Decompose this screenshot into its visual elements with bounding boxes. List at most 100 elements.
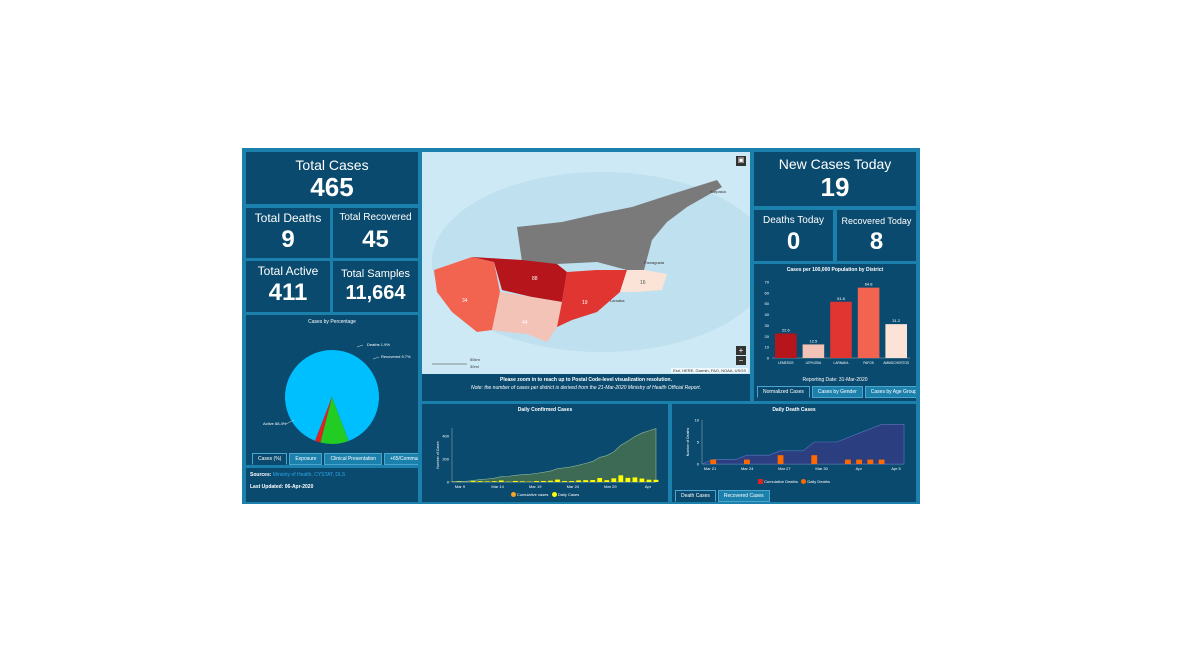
- district-label-2: 34: [462, 298, 468, 304]
- tab-exposure[interactable]: Exposure: [289, 453, 323, 465]
- total-cases-panel: Total Cases 465: [246, 152, 418, 204]
- pie-slice-1[interactable]: [316, 397, 361, 451]
- bar-ytick-1: 10: [765, 345, 770, 350]
- pie-slice-0[interactable]: [272, 337, 392, 455]
- death-daily-bar-1: [710, 459, 717, 464]
- tab-normalized-cases[interactable]: Normalized Cases: [757, 386, 810, 398]
- zoom-in-button[interactable]: +: [736, 346, 746, 355]
- bar-1[interactable]: [802, 344, 825, 358]
- place-famagusta: Famagusta: [644, 260, 665, 265]
- death-xtick-4: Apr: [856, 466, 863, 471]
- death-ytick-2: 10: [695, 418, 700, 423]
- confirmed-daily-bar-10: [519, 481, 525, 482]
- total-samples-panel: Total Samples 11,664: [333, 261, 418, 312]
- confirmed-xtick-5: Apr: [645, 484, 652, 489]
- tab-death-cases[interactable]: Death Cases: [675, 490, 716, 502]
- district-label-3: 19: [582, 300, 588, 306]
- bar-category-label-4: AMMOCHOSTOS: [883, 361, 909, 365]
- place-larnaka: Larnaka: [610, 298, 625, 303]
- bar-value-label-3: 64.8: [865, 282, 874, 287]
- total-cases-value: 465: [310, 172, 354, 202]
- tab-cases-percent[interactable]: Cases (%): [252, 453, 288, 465]
- confirmed-daily-bar-20: [590, 480, 596, 482]
- death-xtick-3: Mar 30: [815, 466, 828, 471]
- confirmed-xtick-4: Mar 29: [604, 484, 617, 489]
- last-updated: Last Updated: 06-Apr-2020: [250, 484, 314, 490]
- lock-icon[interactable]: ▣: [736, 156, 746, 166]
- bar-4[interactable]: [885, 324, 907, 358]
- death-xtick-5: Apr 5: [891, 466, 901, 471]
- total-samples-value: 11,664: [345, 282, 406, 304]
- bar-ytick-6: 60: [765, 290, 770, 295]
- confirmed-ylabel: Number of Cases: [436, 441, 440, 468]
- district-label-1: 88: [532, 276, 538, 282]
- district-pafos: [434, 257, 500, 332]
- confirmed-xtick-2: Mar 19: [529, 484, 542, 489]
- bar-3[interactable]: [857, 287, 880, 358]
- legend-cumulative-cases-icon: [510, 492, 516, 498]
- bar-ytick-5: 50: [765, 301, 770, 306]
- recovered-today-value: 8: [869, 228, 884, 255]
- map-note-italic: Note: the number of cases per district i…: [470, 385, 701, 391]
- pie-label-active: Active 88.4%: [263, 421, 287, 426]
- death-daily-bar-10: [811, 455, 818, 464]
- death-xtick-0: Mar 21: [704, 466, 717, 471]
- bar-category-label-3: PAFOS: [863, 361, 874, 365]
- death-xtick-2: Mar 27: [778, 466, 791, 471]
- confirmed-daily-bar-16: [562, 481, 567, 482]
- confirmed-daily-bar-29: [653, 479, 659, 482]
- zoom-out-button[interactable]: −: [736, 356, 746, 365]
- new-cases-value: 19: [820, 172, 850, 202]
- district-larnaka: [557, 270, 627, 327]
- recovered-today-panel: Recovered Today 8: [837, 210, 916, 261]
- confirmed-xtick-1: Mar 14: [491, 484, 504, 489]
- bar-2[interactable]: [830, 301, 852, 358]
- confirmed-legend: Cumulative cases Daily Cases: [422, 492, 668, 498]
- sources-line: Sources: Ministry of Health, CYSTAT, DLS: [250, 472, 345, 478]
- legend-daily-cases-icon: [551, 492, 557, 498]
- sources-link[interactable]: Ministry of Health, CYSTAT, DLS: [272, 472, 346, 478]
- confirmed-daily-bar-18: [576, 480, 582, 482]
- death-ylabel: Number of Deaths: [686, 428, 690, 457]
- deaths-today-panel: Deaths Today 0: [754, 210, 833, 261]
- bar-category-label-1: LEFKOSIA: [806, 361, 822, 365]
- confirmed-daily-bar-4: [477, 481, 483, 482]
- death-legend: Cumulative Deaths Daily Deaths: [672, 479, 916, 485]
- death-chart-panel: Daily Death Cases 0 5 10 Number of Deaths Ma…: [672, 404, 916, 502]
- pie-slice-2[interactable]: [315, 397, 336, 443]
- pie-label-deaths: Deaths 1.9%: [367, 342, 390, 347]
- confirmed-daily-bar-22: [604, 480, 610, 482]
- new-cases-panel: New Cases Today 19: [754, 152, 916, 206]
- total-active-panel: Total Active 411: [246, 261, 330, 312]
- bar-ytick-7: 70: [765, 280, 770, 285]
- map-panel: 88 34 19 44 16 Famagusta Larnaka Karpasi…: [422, 152, 750, 401]
- death-ytick-0: 0: [697, 462, 700, 467]
- cyprus-map[interactable]: 88 34 19 44 16 Famagusta Larnaka Karpasi…: [422, 152, 750, 374]
- total-deaths-panel: Total Deaths 9: [246, 208, 330, 258]
- confirmed-daily-bar-6: [491, 481, 497, 482]
- confirmed-cumulative-area: [451, 428, 657, 483]
- tab-cases-by-gender[interactable]: Cases by Gender: [811, 386, 863, 398]
- deaths-today-value: 0: [786, 228, 801, 255]
- total-deaths-label: Total Deaths: [254, 211, 322, 225]
- confirmed-daily-bar-28: [646, 479, 652, 482]
- total-samples-label: Total Samples: [340, 268, 411, 280]
- total-active-value: 411: [268, 279, 308, 306]
- death-daily-bar-14: [856, 459, 863, 464]
- bar-0[interactable]: [775, 333, 797, 358]
- scale-km: 50km: [470, 357, 480, 362]
- tab-cases-by-age-group[interactable]: Cases by Age Group: [864, 386, 916, 398]
- confirmed-daily-bar-23: [611, 478, 617, 482]
- map-view[interactable]: 88 34 19 44 16 Famagusta Larnaka Karpasi…: [422, 152, 750, 374]
- death-daily-bar-16: [878, 459, 885, 464]
- total-cases-label: Total Cases: [295, 157, 369, 173]
- scale-mi: 30mi: [470, 364, 479, 369]
- tab-recovered-cases[interactable]: Recovered Cases: [717, 490, 770, 502]
- recovered-today-label: Recovered Today: [841, 216, 912, 226]
- legend-cumulative-cases: Cumulative cases: [516, 492, 549, 497]
- confirmed-daily-bar-14: [548, 480, 553, 482]
- tab-65-community[interactable]: +65/Community: [384, 453, 418, 465]
- district-label-5: 16: [640, 280, 646, 286]
- tab-clinical-presentation[interactable]: Clinical Presentation: [324, 453, 383, 465]
- place-karpasia: Karpasia: [710, 189, 727, 194]
